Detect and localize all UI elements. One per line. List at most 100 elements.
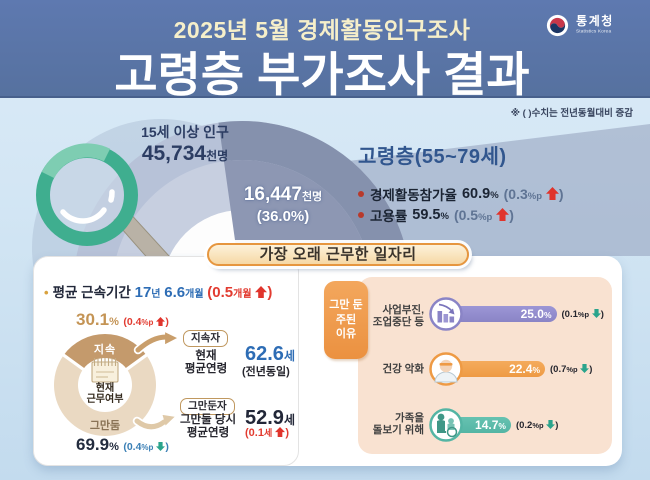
unit: % [490, 190, 499, 201]
continue-pct: 30.1 [76, 310, 110, 329]
continue-delta-unit: %p [141, 318, 154, 327]
delta-open: (0.1 [561, 309, 578, 320]
reason-delta-3: (0.2%p ) [516, 420, 558, 431]
delta-open: (0.2 [515, 420, 533, 431]
elderly-share: (36.0%) [256, 207, 310, 225]
caption-line2: 평균연령 [186, 427, 230, 439]
quitters-age: 52.9세 [245, 407, 295, 430]
reason-label-2: 건강 악화 [382, 363, 424, 375]
years-unit: 년 [151, 289, 161, 300]
continue-wedge-label: 지속 [93, 344, 117, 356]
tab-line3: 이유 [335, 328, 357, 341]
label: 경제활동참가율 [370, 188, 457, 203]
delta-unit: 세 [263, 428, 273, 438]
donut-center-label: 현재 근무여부 [75, 383, 135, 405]
total-value: 45,734 [141, 142, 207, 165]
close: ) [285, 427, 289, 439]
quit-wedge-label: 그만둠 [89, 420, 121, 432]
increase-arrow-icon [275, 427, 286, 437]
quitters-caption: 그만둘 당시 평균연령 [168, 414, 248, 440]
survey-subtitle: 2025년 5월 경제활동인구조사 [173, 17, 471, 43]
increase-arrow-icon [496, 208, 510, 221]
tenure-box [33, 256, 299, 466]
logo-name-en: Statistics Korea [576, 29, 612, 34]
unit: % [498, 421, 506, 431]
elderly-title: 고령층(55~79세) [358, 146, 507, 168]
quit-pct: 69.9 [76, 435, 110, 454]
decrease-arrow-icon [580, 364, 590, 373]
value-text: 25.0 [520, 307, 544, 321]
section-banner: 가장 오래 근무한 일자리 [207, 243, 469, 266]
elderly-slice-label: 16,447천명 (36.0%) [213, 184, 353, 225]
stat-employment-rate: 고용률 59.5% (0.5%p ) [358, 205, 564, 225]
bullet-dot-icon [358, 212, 364, 218]
caption-line2: 평균연령 [184, 363, 228, 375]
years: 17 [134, 284, 152, 301]
unit: % [532, 365, 540, 375]
delta-unit: %p [532, 421, 544, 430]
population-total-value: 45,734천명 [110, 142, 260, 166]
close: ) [267, 284, 273, 301]
delta-open: (0.7 [550, 364, 567, 375]
header-band: 2025년 5월 경제활동인구조사 고령층 부가조사 결과 통계청 Statis… [0, 0, 650, 101]
reason-label-1: 사업부진, 조업중단 등 [352, 304, 424, 328]
continuers-age: 62.6세 [245, 343, 295, 366]
elderly-unit: 천명 [301, 191, 323, 203]
center-line1: 현재 [95, 383, 115, 394]
delta-open: (0.5 [207, 284, 234, 301]
logo-name: 통계청 [576, 14, 614, 28]
tenure-line: • 평균 근속기간 17년 6.6개월 (0.5개월 ) [44, 281, 272, 301]
decrease-arrow-icon [546, 420, 556, 429]
age: 52.9 [245, 407, 284, 429]
age-unit: 세 [283, 413, 295, 427]
close: ) [555, 420, 559, 431]
center-line2: 근무여부 [86, 393, 124, 405]
reason-delta-1: (0.1%p ) [562, 309, 604, 320]
elderly-value: 16,447천명 [213, 184, 353, 206]
statistics-korea-logo: 통계청 Statistics Korea [546, 14, 628, 37]
close: ) [589, 364, 593, 375]
months: 6.6 [164, 284, 186, 301]
bullet-dot-icon: • [44, 285, 49, 300]
label: 고용률 [370, 209, 408, 224]
value: 60.9 [461, 186, 491, 202]
delta-unit: %p [527, 191, 543, 202]
label-line1: 사업부진, [382, 304, 424, 316]
footnote: ※ ( )수치는 전년동월대비 증감 [510, 108, 633, 119]
age: 62.6 [245, 343, 284, 365]
total-unit: 천명 [206, 149, 229, 163]
delta-unit: %p [577, 310, 590, 319]
caption-line1: 그만둘 당시 [179, 414, 237, 426]
elderly-value: 16,447 [243, 184, 302, 205]
quit-delta-open: (0.4 [123, 441, 142, 453]
unit: % [440, 211, 449, 222]
highlight-beam [340, 124, 650, 256]
increase-arrow-icon [545, 187, 559, 200]
stat-participation-rate: 경제활동참가율 60.9% (0.3%p ) [358, 184, 564, 204]
unit: % [543, 310, 552, 320]
label: 평균 근속기간 [52, 285, 131, 300]
bullet-dot-icon [358, 191, 364, 197]
increase-arrow-icon [156, 317, 166, 326]
delta-unit: %p [478, 212, 493, 223]
taegeuk-icon [547, 14, 569, 37]
tab-line1: 그만 둔 [329, 299, 363, 312]
quit-pct-unit: % [109, 441, 119, 453]
label-line1: 가족을 [395, 412, 424, 424]
quitters-tag: 그만둔자 [180, 398, 235, 415]
delta-open: (0.1 [245, 427, 264, 439]
value-text: 14.7 [475, 418, 499, 432]
page-title: 고령층 부가조사 결과 [114, 48, 530, 101]
continuers-age-note: (전년동일) [242, 366, 290, 378]
delta-open: (0.5 [453, 207, 479, 223]
reason-bar-1: 25.0% [446, 306, 557, 322]
continuers-caption: 현재 평균연령 [166, 350, 246, 376]
caption-line1: 현재 [195, 350, 217, 362]
elderly-stats-block: 고령층(55~79세) 경제활동참가율 60.9% (0.3%p ) 고용률 5… [358, 140, 564, 225]
decrease-arrow-icon [591, 309, 601, 318]
quitters-age-note: (0.1세 ) [245, 426, 289, 439]
reason-delta-2: (0.7%p ) [550, 364, 592, 375]
quit-percentage: 69.9% (0.4%p ) [76, 435, 169, 455]
continue-delta-open: (0.4 [123, 316, 142, 328]
